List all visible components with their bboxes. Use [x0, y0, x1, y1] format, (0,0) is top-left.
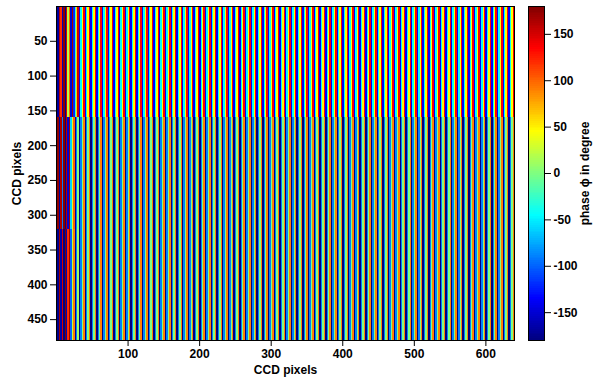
svg-text:CCD pixels: CCD pixels	[10, 142, 24, 206]
svg-text:-50: -50	[554, 213, 572, 227]
svg-text:150: 150	[554, 27, 574, 41]
svg-text:100: 100	[554, 74, 574, 88]
svg-text:250: 250	[27, 173, 47, 187]
svg-text:350: 350	[27, 243, 47, 257]
svg-text:400: 400	[27, 278, 47, 292]
svg-text:100: 100	[27, 69, 47, 83]
svg-text:50: 50	[554, 120, 568, 134]
svg-text:200: 200	[190, 347, 210, 361]
svg-text:500: 500	[404, 347, 424, 361]
svg-text:300: 300	[261, 347, 281, 361]
svg-text:400: 400	[333, 347, 353, 361]
svg-text:0: 0	[554, 166, 561, 180]
svg-text:50: 50	[34, 34, 48, 48]
svg-text:200: 200	[27, 139, 47, 153]
svg-text:CCD pixels: CCD pixels	[254, 363, 318, 377]
svg-text:150: 150	[27, 104, 47, 118]
svg-text:300: 300	[27, 208, 47, 222]
svg-text:450: 450	[27, 312, 47, 326]
svg-text:-150: -150	[554, 306, 578, 320]
svg-text:phase ϕ in degree: phase ϕ in degree	[578, 121, 592, 225]
svg-text:600: 600	[476, 347, 496, 361]
svg-text:-100: -100	[554, 259, 578, 273]
svg-text:100: 100	[118, 347, 138, 361]
